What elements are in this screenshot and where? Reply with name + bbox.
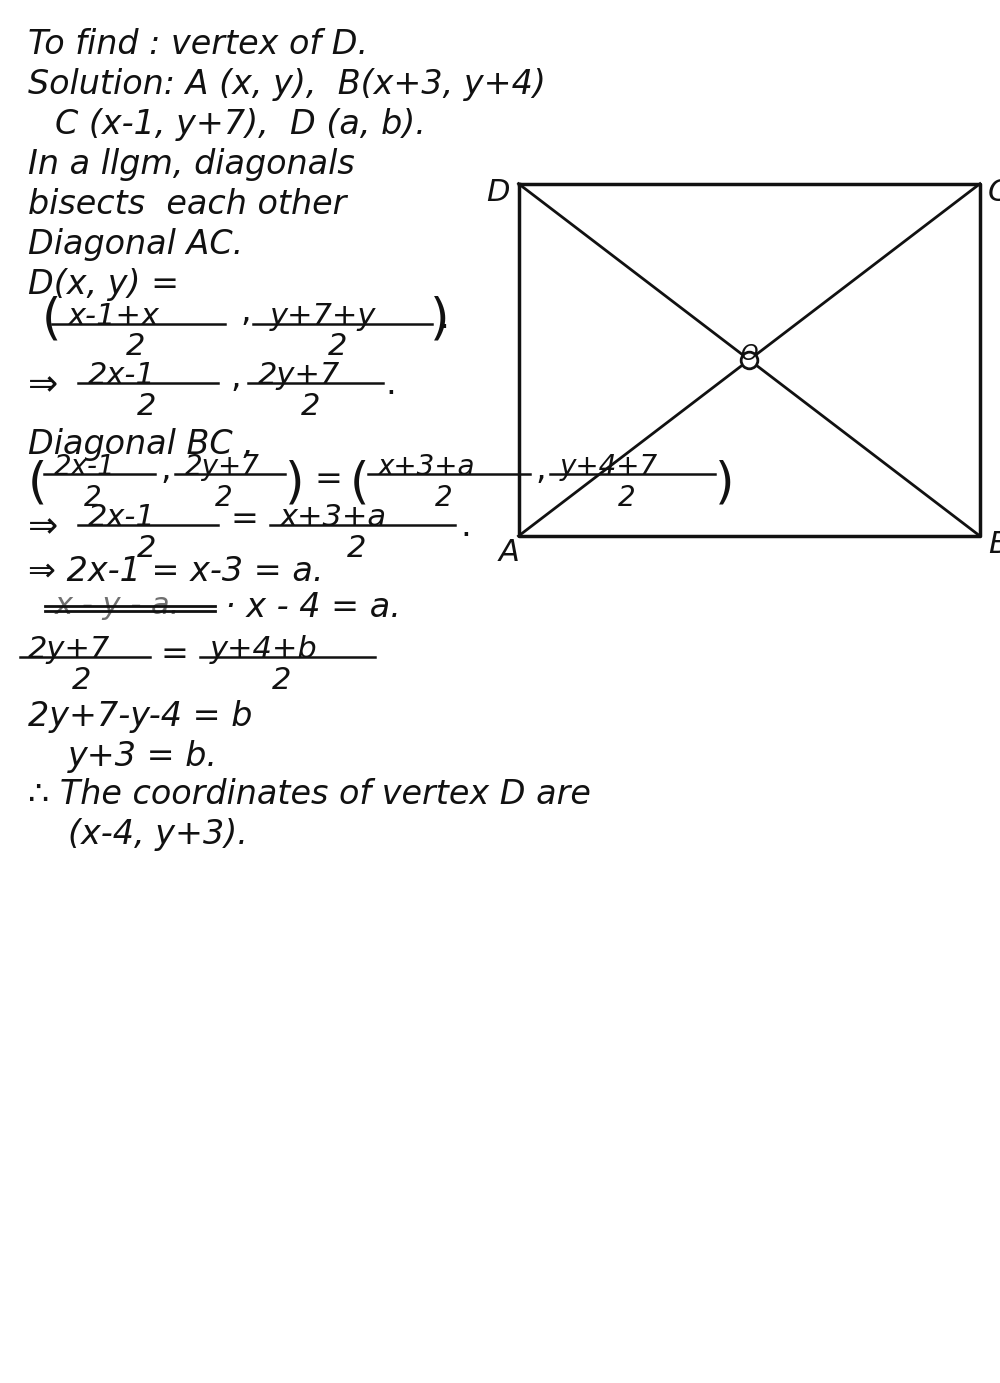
Text: 2: 2 <box>435 484 453 512</box>
Text: .: . <box>460 510 471 544</box>
Text: ,: , <box>230 361 241 394</box>
Text: Solution: A (x, y),  B(x+3, y+4): Solution: A (x, y), B(x+3, y+4) <box>28 68 546 101</box>
Text: (x-4, y+3).: (x-4, y+3). <box>68 817 248 851</box>
Text: D(x, y) =: D(x, y) = <box>28 268 179 301</box>
Text: y+7+y: y+7+y <box>270 301 376 331</box>
Text: 2: 2 <box>84 484 102 512</box>
Text: =: = <box>160 638 188 671</box>
Text: x+3+a: x+3+a <box>280 503 387 532</box>
Text: .: . <box>438 301 449 335</box>
Text: x - y - a.: x - y - a. <box>55 591 180 620</box>
Text: y+4+b: y+4+b <box>210 635 318 664</box>
Text: 2: 2 <box>72 667 91 696</box>
Text: 2: 2 <box>215 484 233 512</box>
Text: ⇒: ⇒ <box>28 368 58 402</box>
Text: 2: 2 <box>137 534 156 563</box>
Text: To find : vertex of D.: To find : vertex of D. <box>28 28 368 61</box>
Text: 2x-1: 2x-1 <box>88 503 156 532</box>
Text: =: = <box>230 503 258 537</box>
Text: C (x-1, y+7),  D (a, b).: C (x-1, y+7), D (a, b). <box>55 108 426 141</box>
Text: (: ( <box>28 461 47 508</box>
Text: Diagonal AC.: Diagonal AC. <box>28 228 243 261</box>
Text: ): ) <box>285 461 304 508</box>
Text: 2: 2 <box>272 667 291 696</box>
Text: · x - 4 = a.: · x - 4 = a. <box>225 591 401 624</box>
Text: ∴ The coordinates of vertex D are: ∴ The coordinates of vertex D are <box>28 779 591 810</box>
Text: 2y+7: 2y+7 <box>185 454 260 481</box>
Text: 2: 2 <box>347 534 366 563</box>
Text: y+4+7: y+4+7 <box>560 454 658 481</box>
Text: In a llgm, diagonals: In a llgm, diagonals <box>28 148 355 181</box>
Text: x+3+a: x+3+a <box>378 454 476 481</box>
Text: B: B <box>988 530 1000 559</box>
Text: ,: , <box>535 454 546 485</box>
Text: 2y+7-y-4 = b: 2y+7-y-4 = b <box>28 700 252 733</box>
Text: ): ) <box>715 461 734 508</box>
Text: 2: 2 <box>328 332 347 361</box>
Text: 2y+7: 2y+7 <box>28 635 110 664</box>
Text: ,: , <box>240 295 251 328</box>
Text: ,: , <box>160 454 171 485</box>
Text: D: D <box>486 177 510 206</box>
Text: (: ( <box>350 461 369 508</box>
Text: Diagonal BC ,: Diagonal BC , <box>28 427 254 461</box>
Text: x-1+x: x-1+x <box>68 301 160 331</box>
Text: O: O <box>740 344 758 364</box>
Text: =: = <box>315 463 343 496</box>
Text: 2y+7: 2y+7 <box>258 361 340 390</box>
Text: .: . <box>385 368 396 401</box>
Text: C: C <box>988 177 1000 206</box>
Text: 2: 2 <box>301 391 320 420</box>
Text: 2: 2 <box>618 484 636 512</box>
Text: y+3 = b.: y+3 = b. <box>68 740 218 773</box>
Text: ⇒: ⇒ <box>28 510 58 544</box>
Text: A: A <box>498 538 519 567</box>
Text: (: ( <box>42 295 61 343</box>
Text: ⇒ 2x-1 = x-3 = a.: ⇒ 2x-1 = x-3 = a. <box>28 555 324 588</box>
Text: 2x-1: 2x-1 <box>88 361 156 390</box>
Text: bisects  each other: bisects each other <box>28 188 346 221</box>
Text: 2x-1: 2x-1 <box>54 454 116 481</box>
Text: ): ) <box>430 295 450 343</box>
Text: 2: 2 <box>137 391 156 420</box>
Text: 2: 2 <box>126 332 145 361</box>
